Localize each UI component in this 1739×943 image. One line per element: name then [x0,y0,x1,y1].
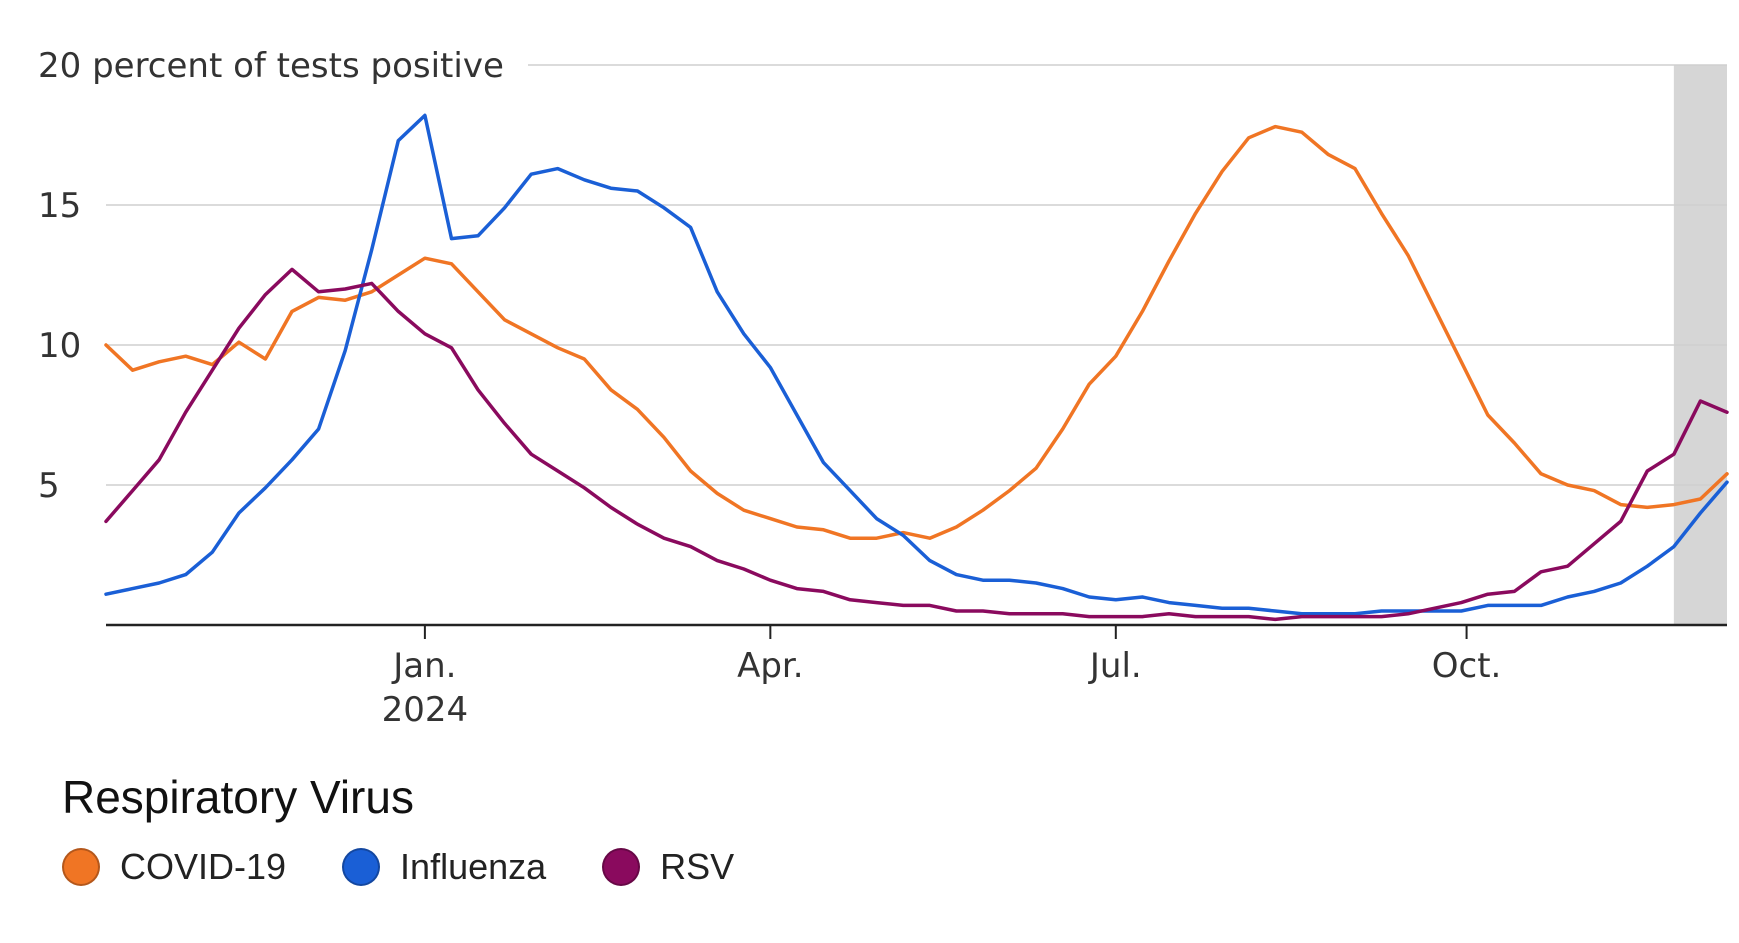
legend-label-covid: COVID-19 [120,846,287,887]
covid-swatch [62,848,100,886]
legend-item-influenza: Influenza [342,846,546,888]
series-lines [104,113,1729,622]
x-axis-ticks: Jan.2024 Apr. Jul. Oct. [382,625,1502,730]
gridlines [106,64,1727,486]
rsv-swatch [602,848,641,886]
legend-item-rsv: RSV [602,846,734,888]
legend: Respiratory Virus COVID-19 Influenza RSV [62,770,790,888]
x-tick-label: Jan. [391,646,456,686]
legend-label-rsv: RSV [660,846,735,887]
y-tick-label-20: 20 percent of tests positive [38,46,504,86]
legend-label-influenza: Influenza [400,846,547,887]
influenza-swatch [342,848,381,886]
legend-title: Respiratory Virus [62,771,414,823]
series-line-influenza [104,113,1729,616]
legend-item-covid: COVID-19 [62,846,286,888]
x-tick-sublabel: 2024 [382,690,469,730]
series-line-rsv [104,267,1729,622]
y-axis-labels: 5 10 15 20 percent of tests positive [38,46,504,506]
y-tick-label-15: 15 [38,186,81,226]
y-tick-label-5: 5 [38,466,60,506]
x-tick-label: Jul. [1088,646,1142,686]
x-tick-label: Apr. [737,646,804,686]
y-tick-label-10: 10 [38,326,81,366]
legend-items: COVID-19 Influenza RSV [62,846,790,888]
x-tick-label: Oct. [1432,646,1502,686]
